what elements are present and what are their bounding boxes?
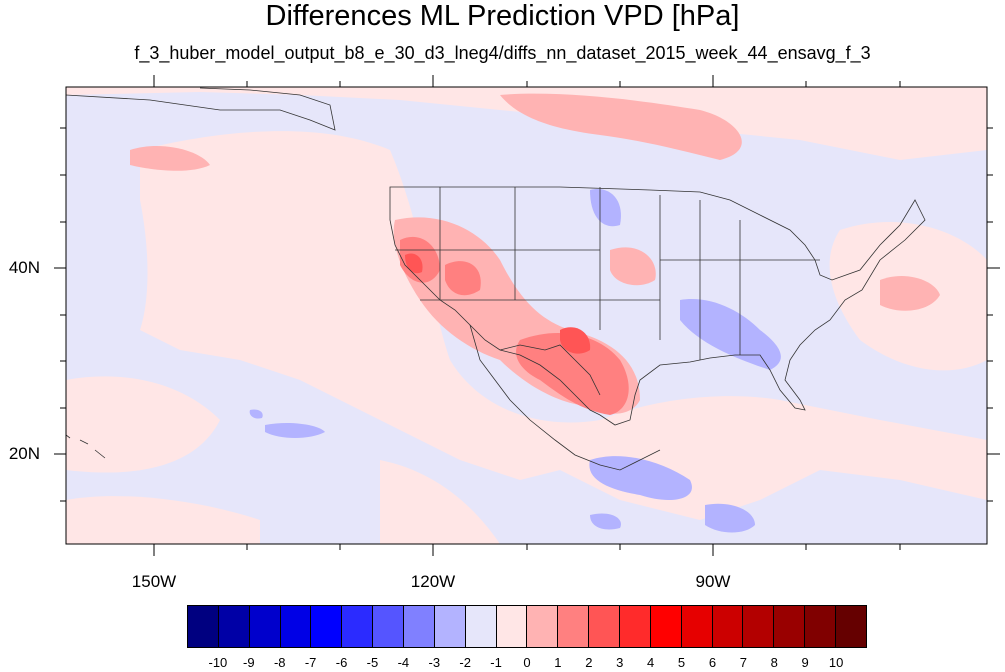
map-subtitle: f_3_huber_model_output_b8_e_30_d3_lneg4/… — [134, 43, 871, 63]
alaska-coast — [66, 87, 336, 131]
colorbar-box — [280, 606, 312, 647]
x-tick-label-150w: 150W — [131, 572, 177, 591]
positive-anomaly-region — [610, 247, 656, 286]
positive-anomaly-region — [500, 93, 742, 160]
colorbar-box — [465, 606, 497, 647]
colorbar-label: -5 — [366, 655, 379, 670]
x-tick-label-120w: 120W — [410, 572, 456, 591]
colorbar-label: -1 — [490, 655, 502, 670]
x-tick-label-90w: 90W — [695, 572, 731, 591]
colorbar-label: -9 — [243, 655, 255, 670]
colorbar-box — [434, 606, 466, 647]
colorbar-label: 0 — [523, 655, 531, 670]
colorbar-box — [650, 606, 682, 647]
map-title: Differences ML Prediction VPD [hPa] — [265, 0, 740, 32]
colorbar-box — [342, 606, 374, 647]
colorbar-label: -7 — [304, 655, 317, 670]
colorbar-label: -10 — [208, 655, 228, 670]
positive-anomaly-region — [130, 145, 210, 171]
colorbar-label: -8 — [273, 655, 286, 670]
minor-ticks — [60, 81, 993, 550]
colorbar-box — [527, 606, 559, 647]
positive-anomaly-region — [880, 275, 940, 311]
axis-ticks — [54, 75, 1000, 556]
positive-anomaly-region — [66, 87, 987, 160]
colorbar-label: -2 — [459, 655, 471, 670]
colorbar-label: 8 — [770, 655, 778, 670]
colorbar-box — [558, 606, 590, 647]
colorbar-label: 10 — [828, 655, 844, 670]
colorbar — [187, 605, 867, 648]
colorbar-box — [743, 606, 775, 647]
colorbar-box — [589, 606, 621, 647]
colorbar-box — [620, 606, 651, 647]
colorbar-box — [681, 606, 713, 647]
positive-anomaly-region — [516, 332, 629, 415]
colorbar-label: 7 — [739, 655, 747, 670]
colorbar-box — [774, 606, 806, 647]
positive-anomaly-region — [445, 261, 481, 296]
colorbar-label: 9 — [801, 655, 809, 670]
colorbar-label: 3 — [616, 655, 624, 670]
mexico-outline — [469, 324, 661, 471]
coastlines-and-borders — [66, 87, 926, 471]
colorbar-label: -3 — [428, 655, 441, 670]
negative-anomaly-region — [590, 513, 621, 530]
colorbar-box — [836, 606, 866, 647]
negative-anomaly-region — [705, 503, 755, 533]
y-tick-label-40n: 40N — [8, 258, 40, 277]
positive-anomaly-region — [380, 460, 500, 544]
negative-anomaly-region — [249, 409, 263, 419]
y-tick-label-20n: 20N — [8, 444, 40, 463]
colorbar-label: 4 — [647, 655, 655, 670]
colorbar-label: -4 — [397, 655, 410, 670]
colorbar-label: 6 — [708, 655, 717, 670]
country-border — [499, 344, 601, 396]
colorbar-box — [249, 606, 281, 647]
anomaly-field — [66, 87, 987, 544]
colorbar-box — [496, 606, 528, 647]
negative-anomaly-region — [590, 189, 621, 227]
positive-anomaly-region — [66, 496, 260, 544]
positive-anomaly-region — [405, 253, 423, 274]
negative-anomaly-region — [680, 299, 781, 370]
colorbar-label: 2 — [585, 655, 593, 670]
colorbar-box — [404, 606, 435, 647]
colorbar-label: 1 — [554, 655, 562, 670]
negative-anomaly-region — [589, 456, 692, 500]
positive-anomaly-region — [140, 131, 987, 520]
colorbar-box — [188, 606, 219, 647]
colorbar-box — [373, 606, 405, 647]
difference-map — [54, 75, 1000, 556]
colorbar-label: -6 — [335, 655, 348, 670]
hawaii-islands — [66, 434, 106, 459]
colorbar-box — [712, 606, 744, 647]
positive-anomaly-region — [66, 376, 220, 473]
colorbar-box — [311, 606, 343, 647]
positive-anomaly-region — [560, 327, 591, 354]
colorbar-box — [805, 606, 837, 647]
colorbar-box — [218, 606, 250, 647]
colorbar-label: 5 — [677, 655, 686, 670]
negative-anomaly-region — [265, 422, 325, 438]
